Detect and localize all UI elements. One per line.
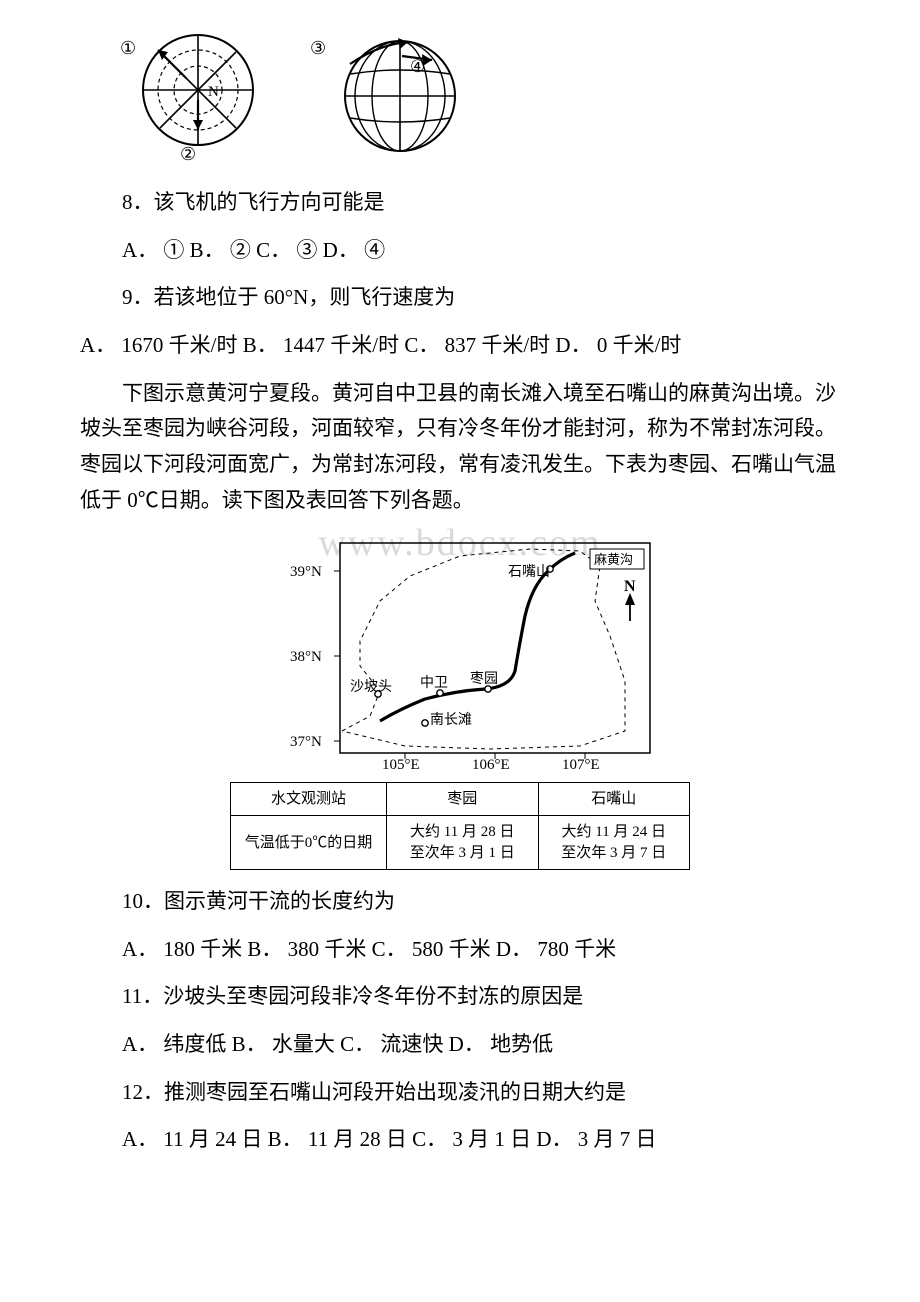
- th-shizuishan: 石嘴山: [538, 783, 689, 816]
- temperature-table: 水文观测站 枣园 石嘴山 气温低于0℃的日期 大约 11 月 28 日 至次年 …: [230, 782, 690, 870]
- label-4: ④: [410, 57, 425, 76]
- q11-options: A． 纬度低 B． 水量大 C． 流速快 D． 地势低: [80, 1027, 840, 1063]
- q11-stem: 11．沙坡头至枣园河段非冷冬年份不封冻的原因是: [80, 979, 840, 1015]
- place-mahuanggou: 麻黄沟: [594, 552, 633, 567]
- north-label-1: N: [208, 84, 219, 100]
- place-zhongwei: 中卫: [420, 675, 448, 691]
- top-diagram-row: N ① ② ③ ④: [80, 30, 840, 165]
- q12-stem: 12．推测枣园至石嘴山河段开始出现凌汛的日期大约是: [80, 1075, 840, 1111]
- place-shizuishan: 石嘴山: [508, 564, 550, 580]
- lon-107: 107°E: [562, 757, 600, 771]
- ningxia-map: 39°N 38°N 37°N 105°E 106°E 107°E 麻黄沟 石嘴山…: [230, 531, 690, 771]
- place-zaoyuan: 枣园: [470, 671, 498, 687]
- lat-37: 37°N: [290, 734, 322, 750]
- q12-options: A． 11 月 24 日 B． 11 月 28 日 C． 3 月 1 日 D． …: [80, 1122, 840, 1158]
- place-shapotou: 沙坡头: [350, 679, 392, 695]
- q10-options: A． 180 千米 B． 380 千米 C． 580 千米 D． 780 千米: [80, 932, 840, 968]
- td-rowlabel: 气温低于0℃的日期: [231, 816, 387, 870]
- lat-38: 38°N: [290, 649, 322, 665]
- lat-39: 39°N: [290, 564, 322, 580]
- q9-stem: 9．若该地位于 60°N，则飞行速度为: [80, 280, 840, 316]
- globe-diagram-2: ③ ④: [310, 30, 480, 165]
- th-station: 水文观测站: [231, 783, 387, 816]
- q8-stem: 8．该飞机的飞行方向可能是: [80, 185, 840, 221]
- q9-options: A． 1670 千米/时 B． 1447 千米/时 C． 837 千米/时 D．…: [80, 328, 840, 364]
- td-zy-l1: 大约 11 月 28 日: [410, 824, 514, 840]
- passage-text: 下图示意黄河宁夏段。黄河自中卫县的南长滩入境至石嘴山的麻黄沟出境。沙坡头至枣园为…: [80, 376, 840, 519]
- label-1: ①: [120, 38, 136, 58]
- map-north-label: N: [624, 578, 636, 595]
- map-figure-wrap: www.bdocx.com 39°N 38°N 37°N 105°E 106°E…: [230, 531, 690, 783]
- td-zy-l2: 至次年 3 月 1 日: [410, 845, 515, 861]
- lon-106: 106°E: [472, 757, 510, 771]
- label-3: ③: [310, 38, 326, 58]
- table-data-row: 气温低于0℃的日期 大约 11 月 28 日 至次年 3 月 1 日 大约 11…: [231, 816, 690, 870]
- td-szs-l2: 至次年 3 月 7 日: [561, 845, 666, 861]
- table-header-row: 水文观测站 枣园 石嘴山: [231, 783, 690, 816]
- q8-options: A． ① B． ② C． ③ D． ④: [80, 233, 840, 269]
- globe-diagram-1: N ① ②: [120, 30, 270, 165]
- td-shizuishan: 大约 11 月 24 日 至次年 3 月 7 日: [538, 816, 689, 870]
- td-zaoyuan: 大约 11 月 28 日 至次年 3 月 1 日: [387, 816, 538, 870]
- lon-105: 105°E: [382, 757, 420, 771]
- th-zaoyuan: 枣园: [387, 783, 538, 816]
- q10-stem: 10．图示黄河干流的长度约为: [80, 884, 840, 920]
- label-2: ②: [180, 144, 196, 164]
- td-szs-l1: 大约 11 月 24 日: [562, 824, 666, 840]
- place-nanchangtang: 南长滩: [430, 712, 472, 728]
